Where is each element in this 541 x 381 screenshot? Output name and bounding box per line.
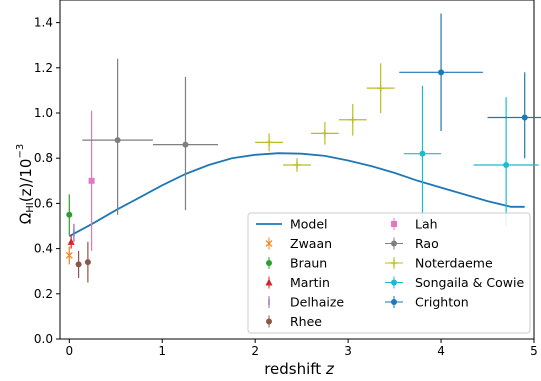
y-tick-label: 0.8	[34, 151, 53, 165]
data-point-rao	[82, 58, 153, 215]
data-point-lah	[88, 110, 95, 251]
marker	[114, 137, 121, 144]
marker	[349, 116, 357, 124]
marker	[84, 259, 91, 266]
legend-entry: Crighton	[385, 295, 469, 310]
data-point-rao	[152, 76, 218, 211]
plot-frame	[59, 0, 535, 340]
data-point-crighton	[487, 72, 541, 159]
marker	[75, 261, 82, 268]
marker	[88, 177, 95, 184]
y-tick-label: 1.4	[34, 16, 53, 30]
data-point-songaila-cowie	[473, 97, 539, 226]
legend-label: Lah	[415, 217, 438, 232]
data-point-noterdaeme	[310, 122, 339, 145]
legend-label: Rao	[415, 236, 439, 251]
data-point-noterdaeme	[338, 103, 367, 136]
y-tick-label: 0.0	[34, 332, 53, 346]
y-tick-label: 0.4	[34, 242, 53, 256]
legend-label: Rhee	[290, 314, 322, 329]
legend-entry: Delhaize	[268, 295, 344, 310]
data-point-rhee	[84, 241, 91, 283]
marker	[67, 237, 75, 245]
legend-label: Braun	[290, 256, 327, 271]
marker	[265, 138, 273, 146]
legend-entry: Model	[256, 217, 328, 232]
marker	[293, 161, 301, 169]
x-tick-label: 0	[65, 344, 73, 358]
legend-label: Crighton	[415, 295, 469, 310]
legend-entry: Zwaan	[265, 236, 332, 251]
data-point-martin	[67, 235, 75, 249]
legend-entry: Martin	[265, 275, 330, 290]
legend-entry: Songaila & Cowie	[385, 275, 524, 290]
marker	[182, 141, 189, 148]
legend-marker	[266, 318, 272, 325]
legend-label: Martin	[290, 275, 330, 290]
x-tick-label: 2	[251, 344, 259, 358]
marker	[419, 150, 426, 157]
marker	[321, 129, 329, 137]
legend-entry: Noterdaeme	[385, 256, 493, 271]
marker	[521, 114, 528, 121]
marker	[66, 211, 73, 218]
y-tick-label: 0.6	[34, 196, 53, 210]
data-point-noterdaeme	[283, 158, 311, 172]
data-point-braun	[66, 194, 73, 236]
y-tick-label: 0.2	[34, 287, 53, 301]
marker	[65, 251, 73, 259]
y-axis-title: ΩHI(z)/10−3	[15, 144, 36, 224]
model-curve	[68, 152, 525, 237]
legend-label: Songaila & Cowie	[415, 275, 524, 290]
legend-entry: Lah	[391, 217, 438, 232]
legend-marker	[265, 240, 273, 247]
legend-marker	[391, 299, 397, 305]
legend-box	[247, 212, 531, 334]
legend-label: Noterdaeme	[415, 256, 493, 271]
legend-label: Zwaan	[290, 236, 332, 251]
y-tick-label: 1.0	[34, 106, 53, 120]
legend-label: Delhaize	[290, 295, 344, 310]
data-point-crighton	[399, 13, 483, 132]
legend-marker	[390, 259, 398, 267]
x-tick-label: 1	[158, 344, 166, 358]
legend-entry: Braun	[266, 256, 327, 271]
y-tick-label: 1.2	[34, 61, 53, 75]
legend-marker	[391, 279, 397, 286]
data-point-rhee	[75, 250, 82, 278]
data-point-zwaan	[65, 246, 73, 265]
legend-marker	[265, 278, 273, 286]
legend-label: Model	[290, 217, 328, 232]
legend-marker	[391, 221, 397, 227]
legend-marker	[391, 240, 397, 247]
legend-entry: Rhee	[266, 314, 322, 329]
data-point-noterdaeme	[366, 63, 395, 113]
data-point-songaila-cowie	[403, 85, 442, 222]
marker	[438, 69, 445, 76]
legend-entry: Rao	[385, 236, 439, 251]
x-tick-label: 3	[344, 344, 352, 358]
legend-marker	[266, 260, 272, 266]
x-tick-label: 4	[437, 344, 445, 358]
data-point-noterdaeme	[255, 133, 284, 152]
marker	[503, 161, 510, 168]
x-tick-label: 5	[530, 344, 538, 358]
x-axis-title: redshift z	[264, 360, 335, 378]
marker	[377, 84, 385, 92]
